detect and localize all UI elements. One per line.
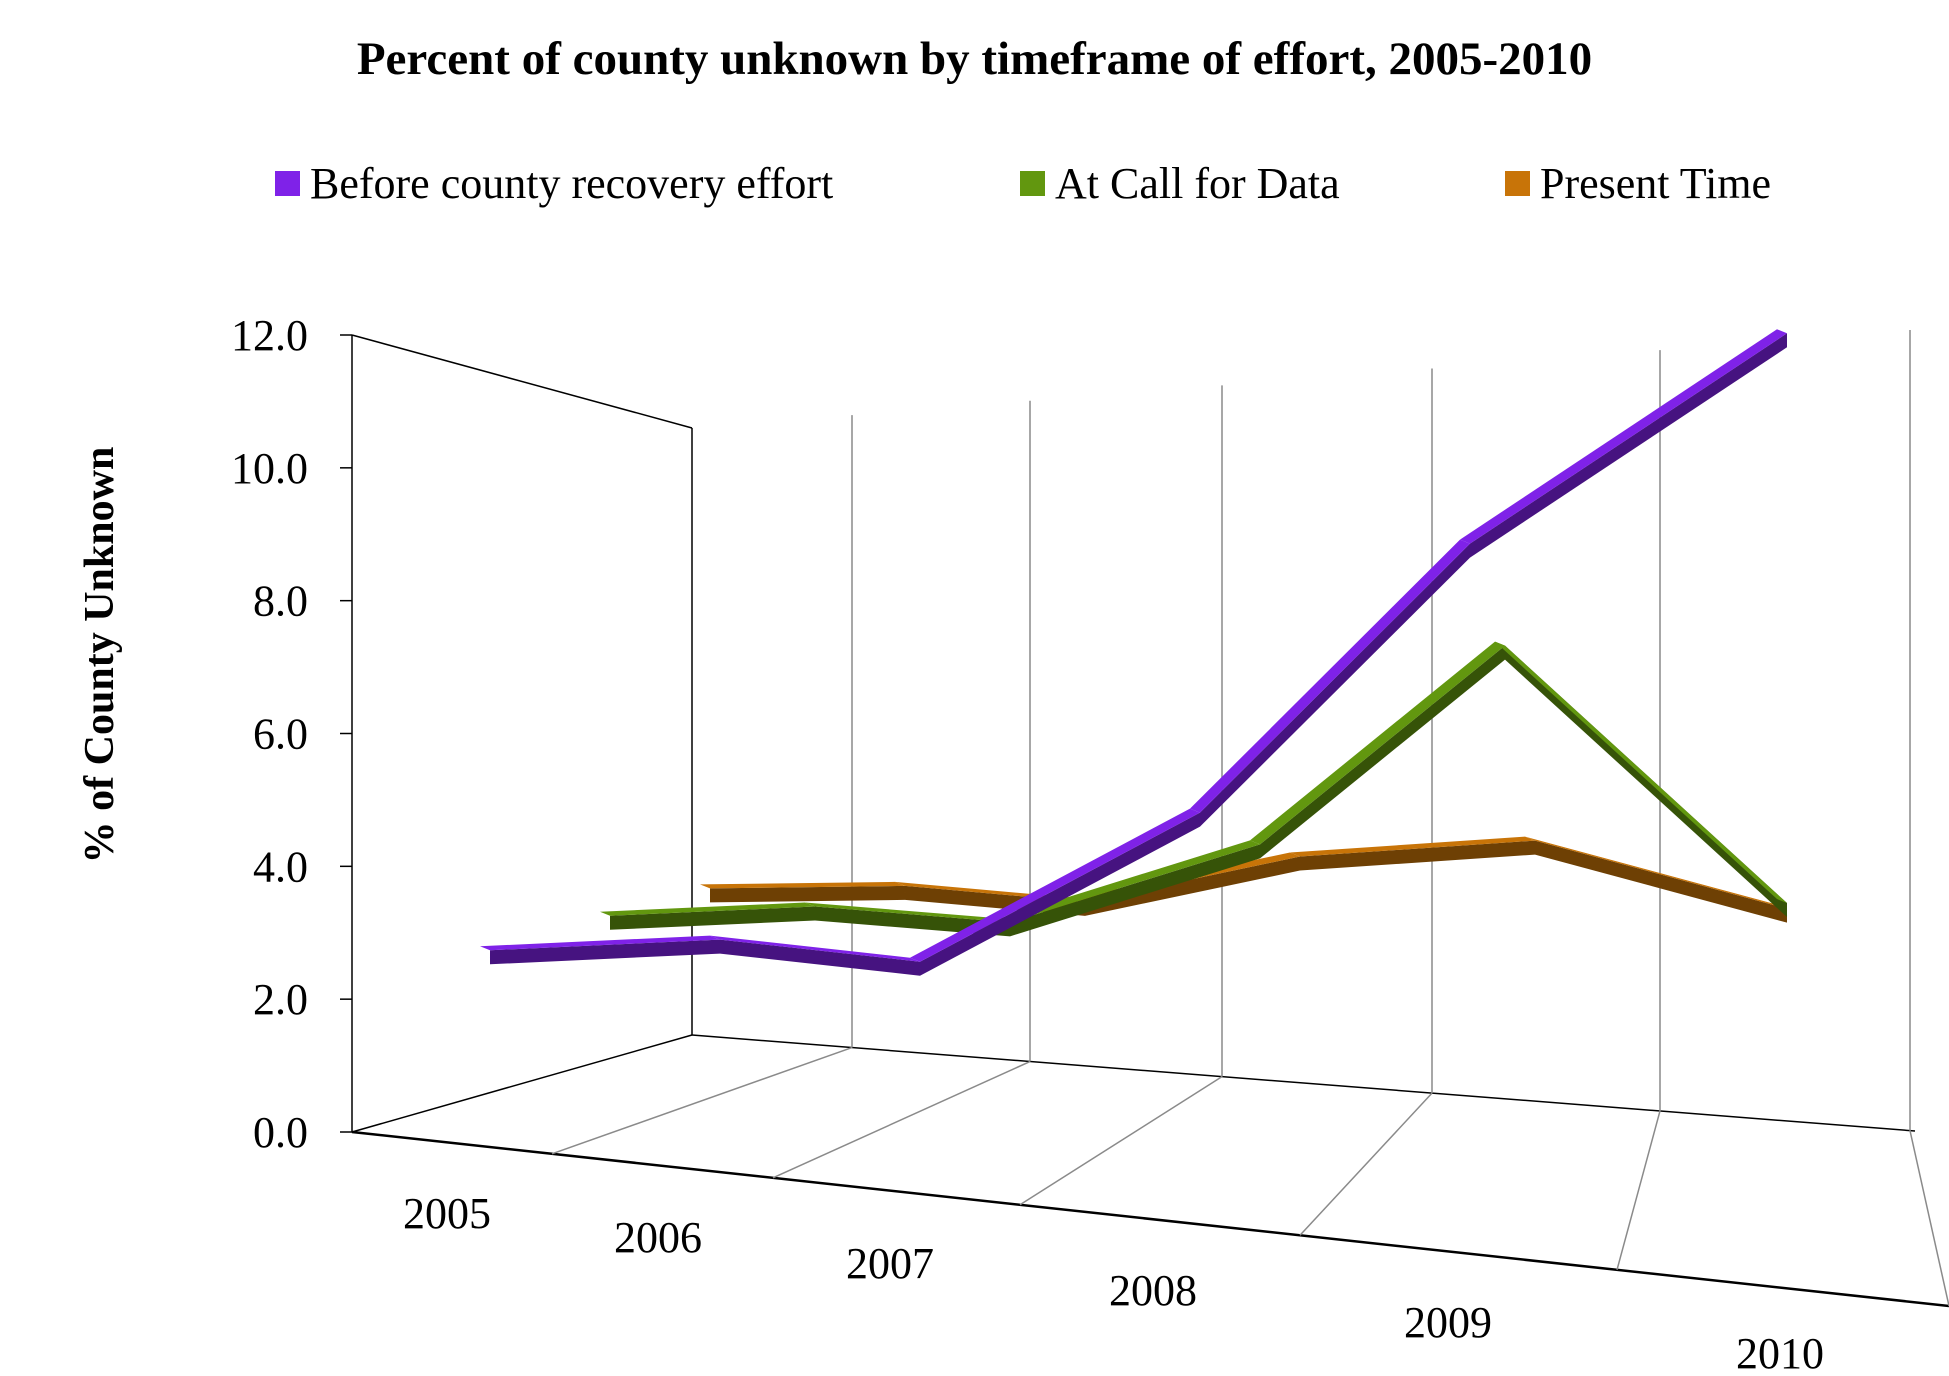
series-2-segment-side <box>1085 856 1300 916</box>
series-1-segment-side <box>610 906 815 930</box>
gridline-floor <box>1019 1075 1223 1206</box>
back-wall-top-edge <box>351 334 693 429</box>
legend-label-call: At Call for Data <box>1055 159 1340 208</box>
series-0-segment-top <box>910 808 1200 962</box>
x-tick-label: 2007 <box>846 1239 934 1288</box>
series-2-segment-top <box>1525 836 1787 909</box>
series-0-segment-top <box>710 935 920 962</box>
series-0-segment-top <box>1190 539 1470 813</box>
series-0-segment-side <box>1470 333 1787 558</box>
series-0-segment-top <box>1460 329 1787 544</box>
legend-item-before: Before county recovery effort <box>275 158 833 209</box>
series-1-segment-top <box>1250 641 1505 845</box>
y-tick-label: 4.0 <box>253 842 308 891</box>
x-tick-label: 2009 <box>1404 1298 1492 1347</box>
gridline-floor <box>1299 1092 1433 1236</box>
y-tick-label: 10.0 <box>231 444 308 493</box>
legend-label-before: Before county recovery effort <box>310 159 834 208</box>
y-tick-label: 12.0 <box>231 311 308 360</box>
series-0-segment-side <box>720 939 920 976</box>
series-2-segment-side <box>1535 840 1787 923</box>
floor-left-edge <box>351 1034 693 1133</box>
series-2-segment-top <box>700 881 905 889</box>
series-1-segment-side <box>1260 645 1505 859</box>
series-2-segment-side <box>710 885 905 903</box>
series-1-segment-top <box>600 902 815 916</box>
chart-title: Percent of county unknown by timeframe o… <box>356 33 1593 85</box>
legend-item-call: At Call for Data <box>1020 158 1340 209</box>
series-0-segment-top <box>480 935 720 951</box>
floor-back-edge <box>691 1034 1916 1132</box>
gridline-floor <box>772 1060 1031 1179</box>
y-tick-label: 6.0 <box>253 710 308 759</box>
x-tick-label: 2005 <box>403 1189 491 1238</box>
y-tick-label: 2.0 <box>253 975 308 1024</box>
legend-label-present: Present Time <box>1540 159 1772 208</box>
series-2-segment-top <box>1290 836 1535 857</box>
gridline-floor <box>1616 1110 1661 1271</box>
legend-swatch-before <box>275 171 300 196</box>
series-0-segment-side <box>920 812 1200 976</box>
series-1-segment-top <box>1000 840 1260 923</box>
series-1-segment-side <box>815 906 1010 937</box>
x-tick-label: 2006 <box>614 1213 702 1262</box>
x-tick-label: 2008 <box>1109 1266 1197 1315</box>
series-2-segment-side <box>1300 840 1535 871</box>
y-tick-label: 8.0 <box>253 577 308 626</box>
gridline-floor <box>551 1046 853 1155</box>
series-1-segment-side <box>1010 844 1260 937</box>
x-axis-line <box>351 1130 1949 1308</box>
series-0-segment-side <box>1200 543 1470 827</box>
legend-swatch-present <box>1505 171 1530 196</box>
series-1-segment-top <box>805 902 1010 923</box>
x-tick-label: 2010 <box>1736 1329 1824 1376</box>
series-1-segment-top <box>1495 641 1787 904</box>
legend-swatch-call <box>1020 171 1045 196</box>
legend-item-present: Present Time <box>1505 158 1771 209</box>
chart-legend: Before county recovery effort At Call fo… <box>0 158 1949 218</box>
series-0-segment-side <box>490 939 720 965</box>
gridline-floor <box>1909 1130 1949 1307</box>
y-tick-label: 0.0 <box>253 1108 308 1157</box>
